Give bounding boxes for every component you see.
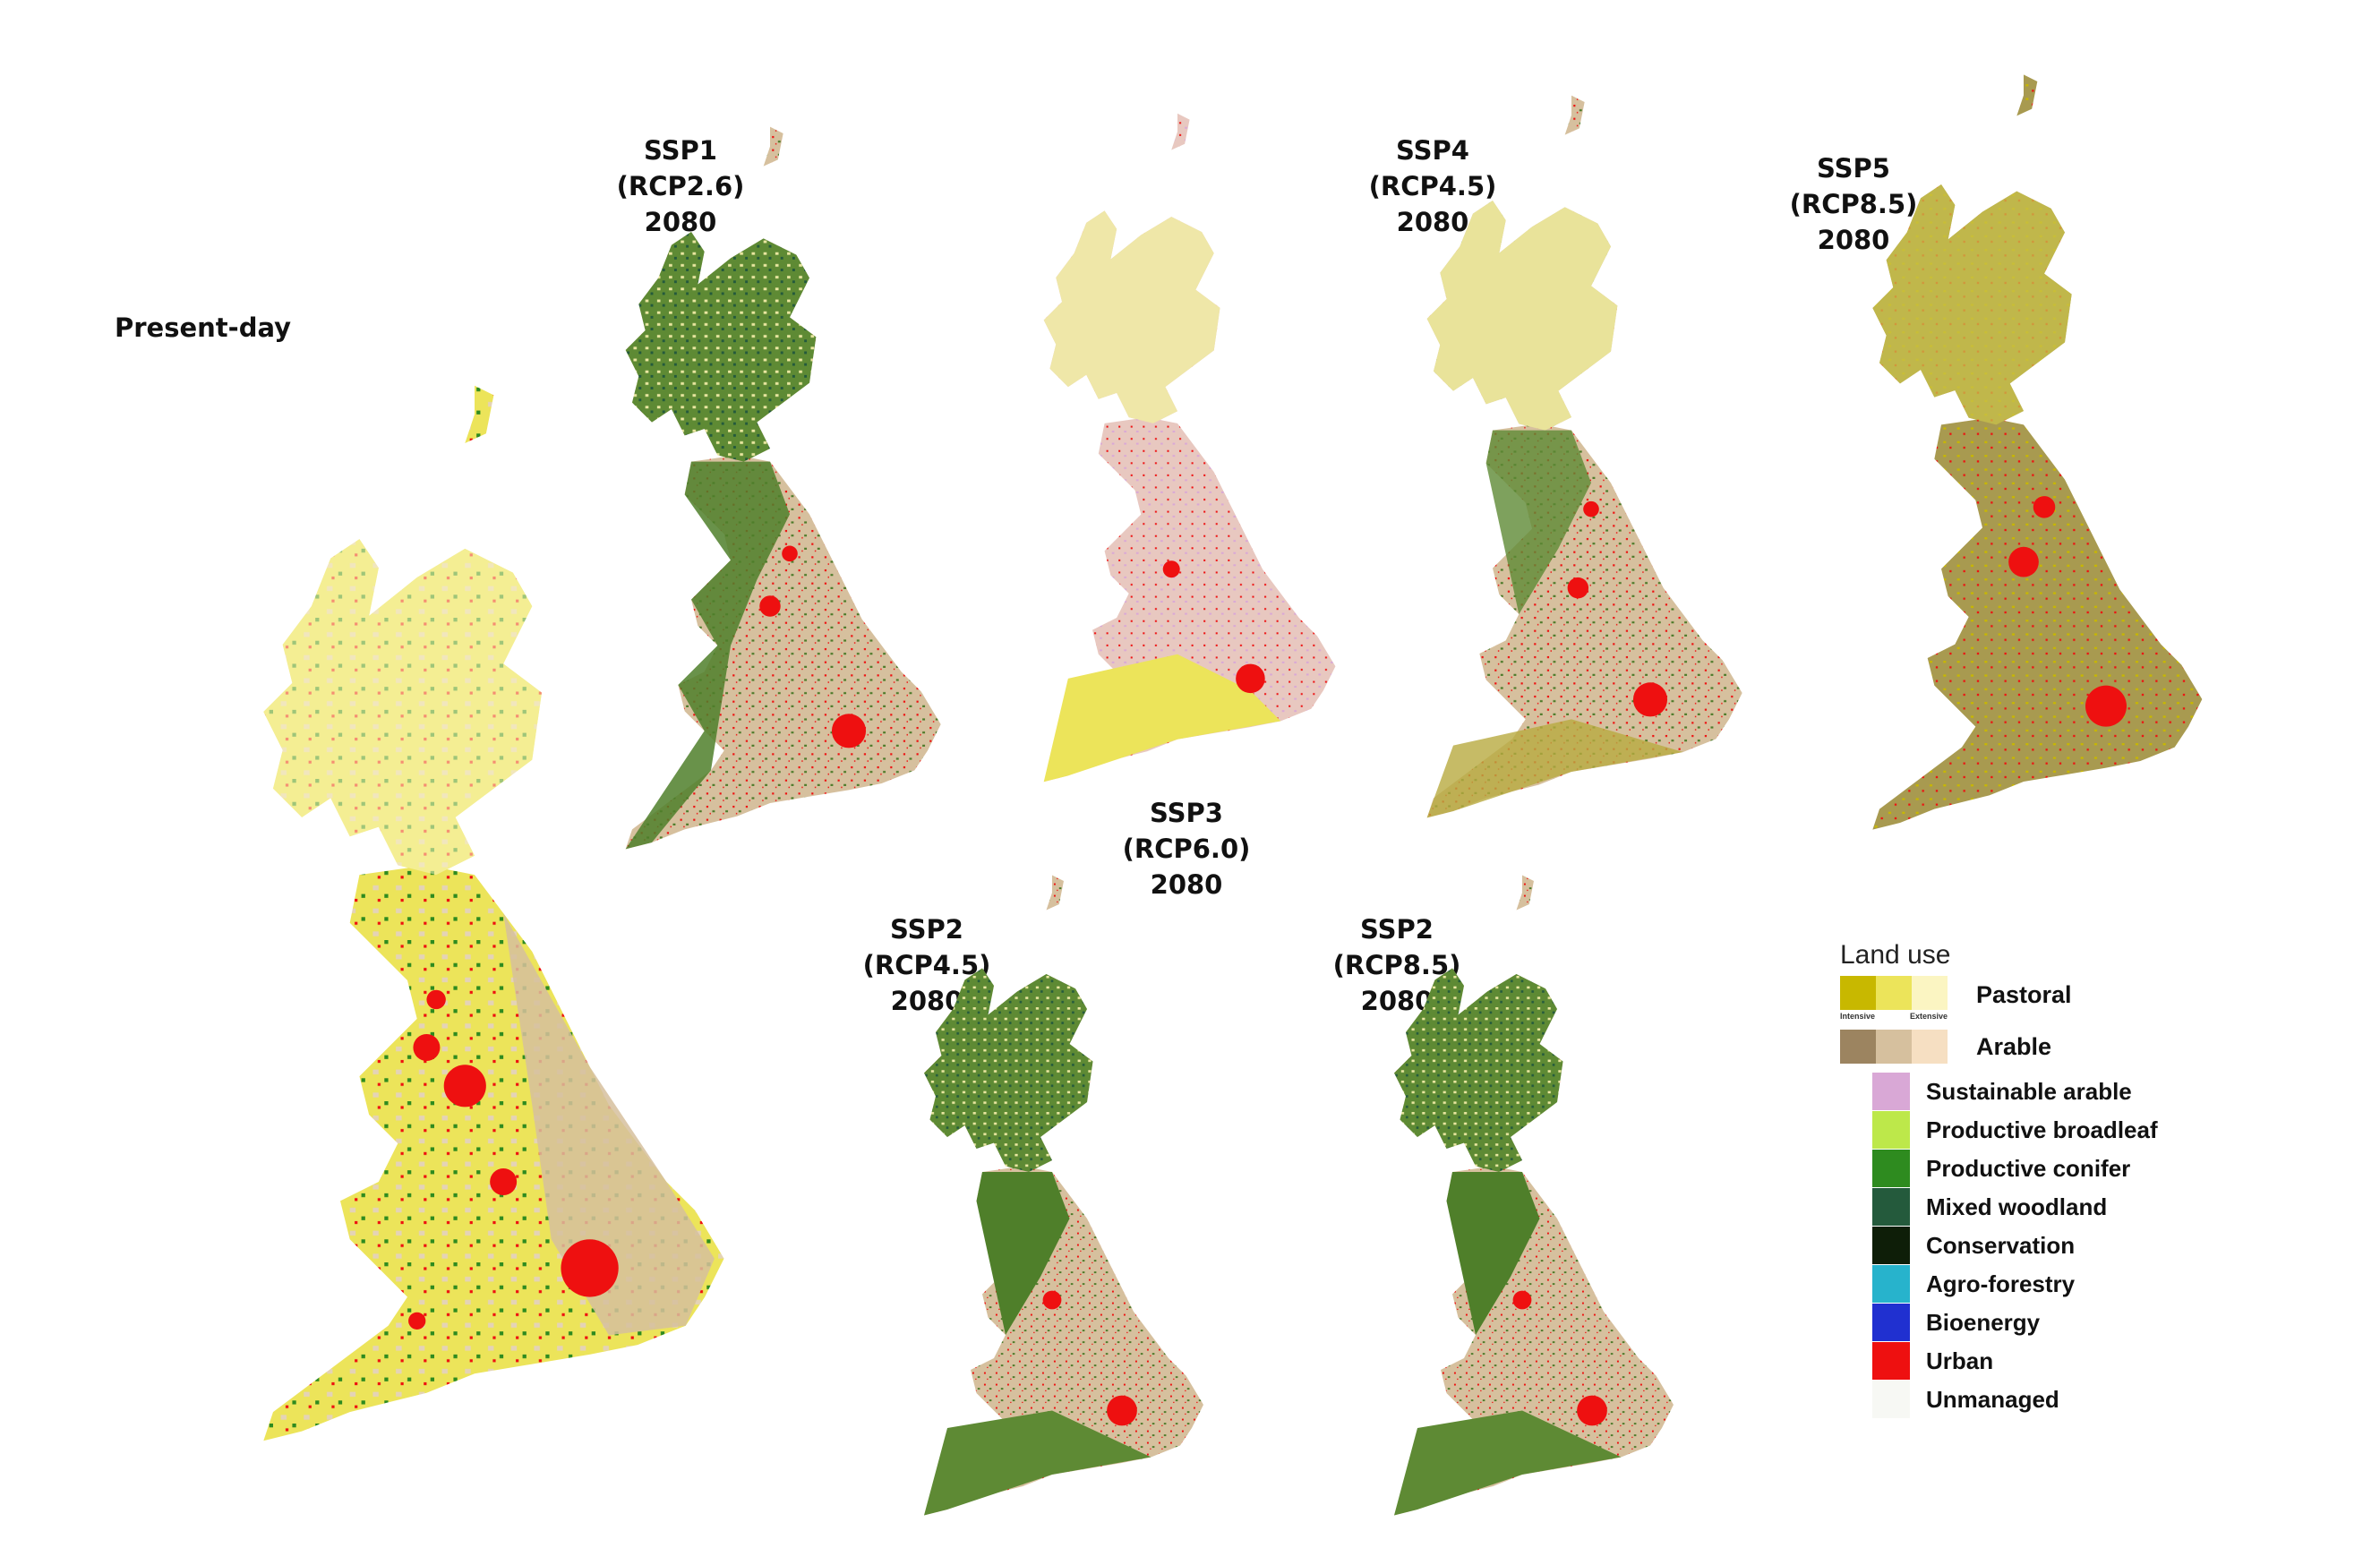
panel-year: 2080 — [890, 986, 963, 1016]
panel-title: SSP4 (RCP4.5) — [1368, 135, 1497, 201]
panel-title: SSP3 (RCP6.0) — [1122, 798, 1251, 864]
swatch — [1872, 1111, 1910, 1149]
swatch — [1872, 1150, 1910, 1187]
arable-intensive-swatch — [1840, 1030, 1876, 1064]
map-ssp2-rcp45 — [924, 875, 1203, 1516]
legend-item-label: Productive conifer — [1926, 1155, 2131, 1182]
legend-item-label: Conservation — [1926, 1232, 2076, 1259]
legend-item-label: Mixed woodland — [1926, 1193, 2108, 1220]
panel-title: Present-day — [115, 312, 292, 343]
pastoral-intensive-swatch — [1840, 976, 1876, 1010]
swatch — [1872, 1304, 1910, 1341]
panel-year: 2080 — [1360, 986, 1434, 1016]
legend-item-label: Unmanaged — [1926, 1386, 2059, 1413]
arable-label: Arable — [1976, 1033, 2052, 1060]
land-use-legend: Land use Intensive Extensive Pastoral Ar… — [1840, 940, 2216, 1424]
map-ssp4 — [1426, 95, 1742, 818]
panel-label-ssp2-rcp85: SSP2 (RCP8.5) 2080 — [1294, 911, 1500, 1019]
map-ssp2-rcp85 — [1394, 875, 1674, 1516]
pastoral-mid-swatch — [1876, 976, 1912, 1010]
panel-title: SSP2 (RCP8.5) — [1332, 914, 1461, 980]
swatch — [1872, 1227, 1910, 1264]
swatch — [1872, 1381, 1910, 1418]
panel-label-ssp1: SSP1 (RCP2.6) 2080 — [578, 133, 783, 240]
swatch — [1872, 1188, 1910, 1226]
legend-item-label: Bioenergy — [1926, 1309, 2041, 1336]
pastoral-extensive-swatch — [1912, 976, 1948, 1010]
panel-title: SSP2 (RCP4.5) — [862, 914, 991, 980]
panel-title: SSP5 (RCP8.5) — [1789, 153, 1918, 219]
intensive-caption: Intensive — [1840, 1012, 1876, 1021]
map-ssp5 — [1872, 74, 2203, 830]
legend-item-label: Urban — [1926, 1347, 1994, 1374]
map-present-day — [263, 385, 724, 1441]
panel-year: 2080 — [1396, 207, 1469, 237]
panel-label-ssp4: SSP4 (RCP4.5) 2080 — [1330, 133, 1536, 240]
map-ssp3 — [1043, 113, 1336, 782]
panel-title: SSP1 (RCP2.6) — [616, 135, 745, 201]
pastoral-label: Pastoral — [1976, 981, 2072, 1008]
panel-label-ssp5: SSP5 (RCP8.5) 2080 — [1751, 150, 1956, 258]
panel-year: 2080 — [644, 207, 717, 237]
arable-mid-swatch — [1876, 1030, 1912, 1064]
extensive-caption: Extensive — [1910, 1012, 1948, 1021]
swatch — [1872, 1265, 1910, 1303]
legend-item-label: Productive broadleaf — [1926, 1116, 2158, 1143]
panel-label-ssp3: SSP3 (RCP6.0) 2080 — [1083, 795, 1289, 902]
swatch — [1872, 1342, 1910, 1380]
legend-title: Land use — [1840, 940, 1951, 970]
legend-item-label: Sustainable arable — [1926, 1078, 2132, 1105]
swatch — [1872, 1073, 1910, 1110]
panel-label-present-day: Present-day — [115, 310, 291, 346]
panel-label-ssp2-rcp45: SSP2 (RCP4.5) 2080 — [824, 911, 1030, 1019]
legend-item-label: Agro-forestry — [1926, 1270, 2076, 1297]
panel-year: 2080 — [1817, 225, 1890, 255]
arable-extensive-swatch — [1912, 1030, 1948, 1064]
panel-year: 2080 — [1150, 869, 1223, 900]
map-ssp1 — [625, 126, 941, 850]
